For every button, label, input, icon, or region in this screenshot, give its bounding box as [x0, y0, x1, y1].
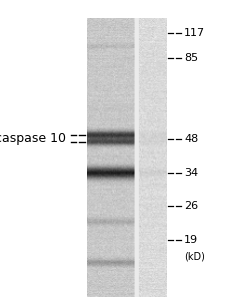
- Text: caspase 10: caspase 10: [0, 132, 66, 145]
- Text: 19: 19: [184, 235, 198, 245]
- Text: (kD): (kD): [184, 251, 205, 261]
- Text: 117: 117: [184, 28, 205, 38]
- Text: 34: 34: [184, 168, 198, 178]
- Text: 85: 85: [184, 53, 198, 64]
- Text: 48: 48: [184, 134, 198, 144]
- Text: 26: 26: [184, 201, 198, 211]
